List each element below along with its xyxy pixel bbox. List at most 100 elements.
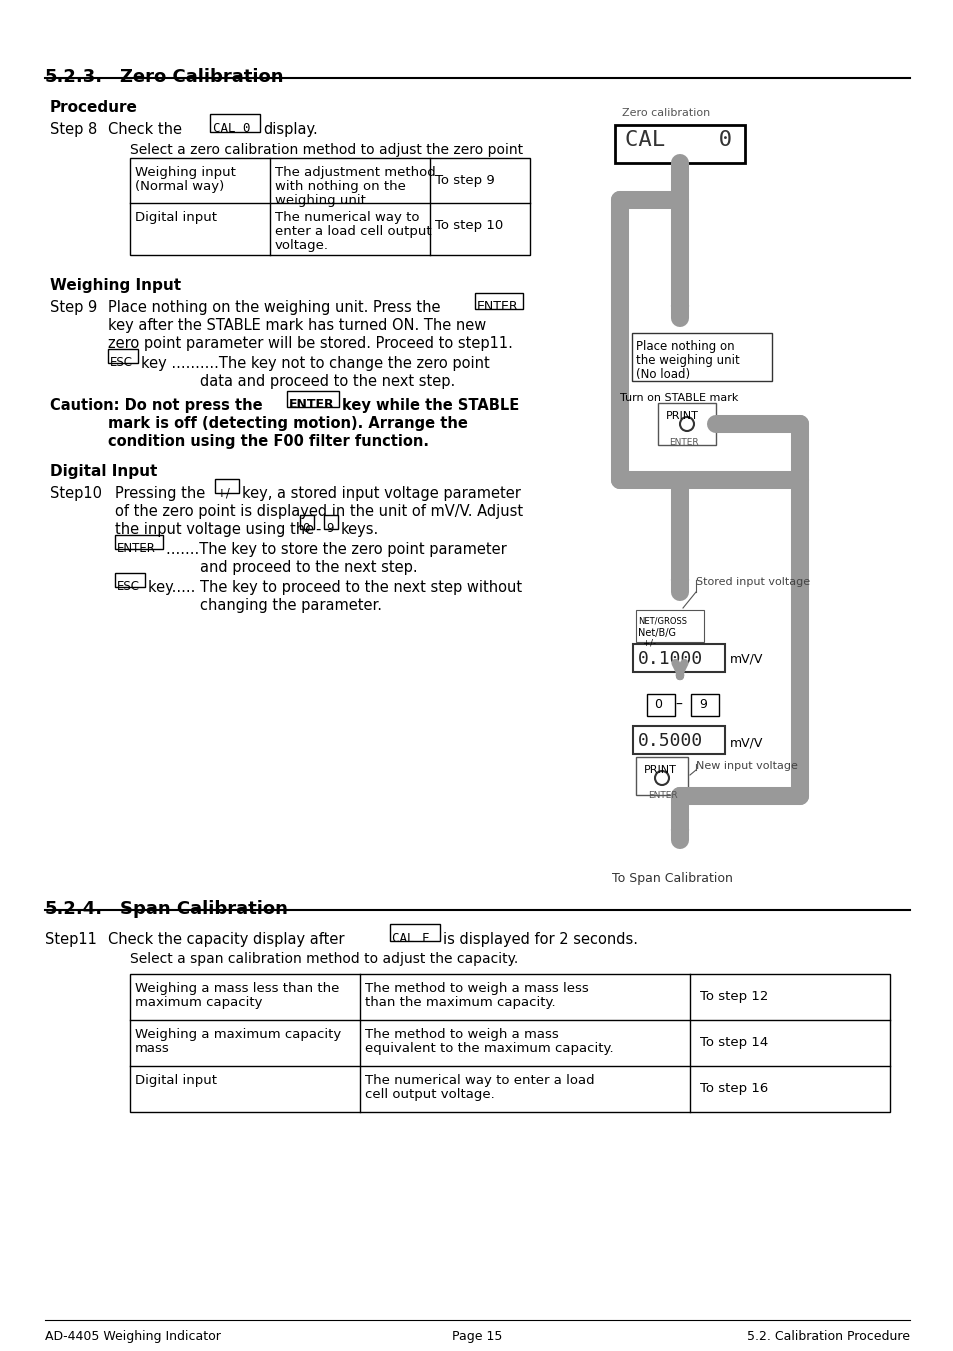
Text: AD-4405 Weighing Indicator: AD-4405 Weighing Indicator — [45, 1329, 221, 1343]
Bar — [636, 757, 687, 794]
Text: CAL 0: CAL 0 — [213, 122, 251, 135]
Text: CAL    0: CAL 0 — [624, 130, 731, 150]
Text: Digital input: Digital input — [135, 211, 216, 224]
Text: Place nothing on: Place nothing on — [636, 340, 734, 353]
Text: CAL F: CAL F — [392, 932, 429, 944]
Text: of the zero point is displayed in the unit of mV/V. Adjust: of the zero point is displayed in the un… — [115, 504, 522, 519]
Text: ENTER: ENTER — [668, 438, 698, 447]
Text: The numerical way to: The numerical way to — [274, 211, 419, 224]
Text: To step 12: To step 12 — [700, 990, 767, 1002]
Text: The adjustment method: The adjustment method — [274, 166, 436, 178]
Bar — [214, 480, 239, 493]
Bar — [108, 349, 138, 363]
Text: is displayed for 2 seconds.: is displayed for 2 seconds. — [442, 932, 638, 947]
Text: Weighing a mass less than the: Weighing a mass less than the — [135, 982, 339, 994]
Text: Stored input voltage: Stored input voltage — [696, 577, 809, 586]
Text: Select a zero calibration method to adjust the zero point: Select a zero calibration method to adju… — [130, 143, 522, 157]
Text: To step 16: To step 16 — [700, 1082, 767, 1096]
Text: key..... The key to proceed to the next step without: key..... The key to proceed to the next … — [148, 580, 521, 594]
Text: 5.2.4.: 5.2.4. — [45, 900, 103, 917]
Text: enter a load cell output: enter a load cell output — [274, 226, 431, 238]
Text: 0.5000: 0.5000 — [638, 732, 702, 750]
Text: the input voltage using the: the input voltage using the — [115, 521, 314, 536]
Text: Zero Calibration: Zero Calibration — [120, 68, 283, 86]
Text: Weighing Input: Weighing Input — [50, 278, 181, 293]
Text: keys.: keys. — [340, 521, 379, 536]
Text: weighing unit.: weighing unit. — [274, 195, 370, 207]
Text: mass: mass — [135, 1042, 170, 1055]
Bar — [287, 390, 338, 407]
Text: 5.2. Calibration Procedure: 5.2. Calibration Procedure — [746, 1329, 909, 1343]
Bar — [475, 293, 522, 309]
Text: Step 9: Step 9 — [50, 300, 97, 315]
Text: Caution: Do not press the: Caution: Do not press the — [50, 399, 262, 413]
Text: than the maximum capacity.: than the maximum capacity. — [365, 996, 555, 1009]
Text: PRINT: PRINT — [643, 765, 677, 775]
Text: Select a span calibration method to adjust the capacity.: Select a span calibration method to adju… — [130, 952, 517, 966]
Bar — [646, 694, 675, 716]
Text: cell output voltage.: cell output voltage. — [365, 1088, 495, 1101]
Text: mark is off (detecting motion). Arrange the: mark is off (detecting motion). Arrange … — [108, 416, 467, 431]
Text: Span Calibration: Span Calibration — [120, 900, 288, 917]
Text: +/-: +/- — [638, 638, 656, 647]
Text: condition using the F00 filter function.: condition using the F00 filter function. — [108, 434, 429, 449]
Text: Page 15: Page 15 — [452, 1329, 501, 1343]
Bar — [210, 113, 260, 132]
Text: The method to weigh a mass less: The method to weigh a mass less — [365, 982, 588, 994]
Text: data and proceed to the next step.: data and proceed to the next step. — [200, 374, 455, 389]
Text: ENTER: ENTER — [117, 542, 155, 555]
Text: Turn on STABLE mark: Turn on STABLE mark — [619, 393, 738, 403]
Text: Place nothing on the weighing unit. Press the: Place nothing on the weighing unit. Pres… — [108, 300, 440, 315]
Text: (No load): (No load) — [636, 367, 689, 381]
Text: Procedure: Procedure — [50, 100, 138, 115]
Text: the weighing unit: the weighing unit — [636, 354, 739, 367]
Text: voltage.: voltage. — [274, 239, 329, 253]
Text: 0.1000: 0.1000 — [638, 650, 702, 667]
Text: To step 10: To step 10 — [435, 219, 503, 232]
Text: key while the STABLE: key while the STABLE — [341, 399, 518, 413]
Text: To step 9: To step 9 — [435, 174, 495, 186]
Text: -: - — [314, 521, 320, 536]
Text: Digital input: Digital input — [135, 1074, 216, 1088]
Text: NET/GROSS: NET/GROSS — [638, 617, 686, 626]
Text: mV/V: mV/V — [729, 653, 762, 665]
Text: key after the STABLE mark has turned ON. The new: key after the STABLE mark has turned ON.… — [108, 317, 486, 332]
Text: +/-: +/- — [216, 486, 235, 499]
Text: The numerical way to enter a load: The numerical way to enter a load — [365, 1074, 594, 1088]
Text: Check the capacity display after: Check the capacity display after — [108, 932, 344, 947]
Text: key, a stored input voltage parameter: key, a stored input voltage parameter — [242, 486, 520, 501]
Text: Net/B/G: Net/B/G — [638, 628, 676, 638]
Text: zero point parameter will be stored. Proceed to step11.: zero point parameter will be stored. Pro… — [108, 336, 513, 351]
Bar — [615, 126, 744, 163]
Text: ESC: ESC — [110, 357, 132, 369]
Text: To step 14: To step 14 — [700, 1036, 767, 1048]
Text: ESC: ESC — [117, 580, 140, 593]
Bar — [130, 158, 530, 255]
Text: 0: 0 — [302, 521, 309, 535]
Text: Check the: Check the — [108, 122, 182, 136]
Bar — [690, 694, 719, 716]
Bar — [631, 332, 771, 381]
Text: Step10: Step10 — [50, 486, 102, 501]
Bar — [658, 403, 716, 444]
Text: 9: 9 — [326, 521, 334, 535]
Text: 0: 0 — [654, 698, 661, 711]
Text: Step 8: Step 8 — [50, 122, 97, 136]
Text: To Span Calibration: To Span Calibration — [612, 871, 732, 885]
Text: changing the parameter.: changing the parameter. — [200, 598, 381, 613]
Text: 9: 9 — [699, 698, 706, 711]
Text: ENTER: ENTER — [647, 790, 677, 800]
Bar — [130, 974, 889, 1112]
Text: Step11: Step11 — [45, 932, 97, 947]
Text: The method to weigh a mass: The method to weigh a mass — [365, 1028, 558, 1042]
Text: –: – — [675, 698, 681, 712]
Text: and proceed to the next step.: and proceed to the next step. — [200, 561, 417, 576]
Bar — [390, 924, 439, 942]
Bar — [633, 644, 724, 671]
Text: ENTER: ENTER — [289, 399, 335, 411]
Bar — [324, 515, 337, 530]
Bar — [636, 611, 703, 642]
Text: PRINT: PRINT — [665, 411, 699, 422]
Bar — [115, 535, 163, 549]
Text: maximum capacity: maximum capacity — [135, 996, 262, 1009]
